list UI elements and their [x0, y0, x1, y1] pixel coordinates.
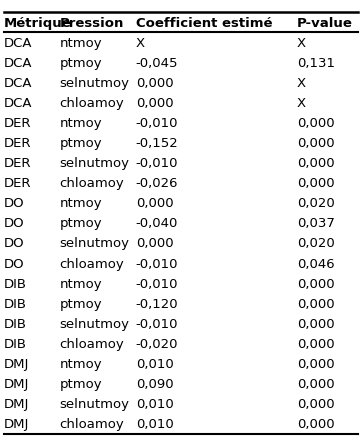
Text: selnutmoy: selnutmoy — [60, 397, 130, 410]
Text: 0,000: 0,000 — [297, 277, 334, 290]
Text: DER: DER — [4, 137, 31, 150]
Text: chloamoy: chloamoy — [60, 417, 125, 430]
Text: DO: DO — [4, 217, 24, 230]
Text: X: X — [297, 77, 306, 90]
Text: ptmoy: ptmoy — [60, 377, 102, 390]
Text: DMJ: DMJ — [4, 377, 29, 390]
Text: 0,000: 0,000 — [297, 157, 334, 170]
Text: -0,010: -0,010 — [136, 117, 178, 130]
Text: 0,000: 0,000 — [297, 117, 334, 130]
Text: DO: DO — [4, 237, 24, 250]
Text: -0,120: -0,120 — [136, 297, 178, 310]
Text: 0,000: 0,000 — [297, 177, 334, 190]
Text: X: X — [297, 37, 306, 49]
Text: 0,046: 0,046 — [297, 257, 334, 270]
Text: DER: DER — [4, 117, 31, 130]
Text: 0,000: 0,000 — [297, 137, 334, 150]
Text: selnutmoy: selnutmoy — [60, 317, 130, 330]
Text: -0,045: -0,045 — [136, 57, 178, 70]
Text: Pression: Pression — [60, 17, 124, 30]
Text: 0,000: 0,000 — [297, 297, 334, 310]
Text: P-value: P-value — [297, 17, 353, 30]
Text: 0,000: 0,000 — [136, 237, 173, 250]
Text: DIB: DIB — [4, 337, 27, 350]
Text: chloamoy: chloamoy — [60, 97, 125, 110]
Text: 0,020: 0,020 — [297, 197, 334, 210]
Text: 0,000: 0,000 — [297, 337, 334, 350]
Text: selnutmoy: selnutmoy — [60, 237, 130, 250]
Text: 0,037: 0,037 — [297, 217, 335, 230]
Text: X: X — [136, 37, 145, 49]
Text: chloamoy: chloamoy — [60, 337, 125, 350]
Text: 0,000: 0,000 — [297, 357, 334, 370]
Text: ntmoy: ntmoy — [60, 117, 102, 130]
Text: DIB: DIB — [4, 297, 27, 310]
Text: -0,010: -0,010 — [136, 317, 178, 330]
Text: 0,010: 0,010 — [136, 417, 173, 430]
Text: DO: DO — [4, 197, 24, 210]
Text: Coefficient estimé: Coefficient estimé — [136, 17, 272, 30]
Text: 0,000: 0,000 — [136, 77, 173, 90]
Text: DIB: DIB — [4, 317, 27, 330]
Text: 0,020: 0,020 — [297, 237, 334, 250]
Text: DMJ: DMJ — [4, 357, 29, 370]
Text: DO: DO — [4, 257, 24, 270]
Text: DCA: DCA — [4, 57, 32, 70]
Text: ptmoy: ptmoy — [60, 57, 102, 70]
Text: 0,000: 0,000 — [297, 397, 334, 410]
Text: ptmoy: ptmoy — [60, 137, 102, 150]
Text: 0,000: 0,000 — [136, 197, 173, 210]
Text: DMJ: DMJ — [4, 417, 29, 430]
Text: -0,026: -0,026 — [136, 177, 178, 190]
Text: ntmoy: ntmoy — [60, 197, 102, 210]
Text: DER: DER — [4, 177, 31, 190]
Text: DCA: DCA — [4, 77, 32, 90]
Text: DCA: DCA — [4, 37, 32, 49]
Text: -0,010: -0,010 — [136, 157, 178, 170]
Text: -0,040: -0,040 — [136, 217, 178, 230]
Text: 0,000: 0,000 — [136, 97, 173, 110]
Text: -0,020: -0,020 — [136, 337, 178, 350]
Text: 0,090: 0,090 — [136, 377, 173, 390]
Text: 0,000: 0,000 — [297, 317, 334, 330]
Text: chloamoy: chloamoy — [60, 257, 125, 270]
Text: DER: DER — [4, 157, 31, 170]
Text: selnutmoy: selnutmoy — [60, 77, 130, 90]
Text: -0,010: -0,010 — [136, 277, 178, 290]
Text: 0,000: 0,000 — [297, 417, 334, 430]
Text: -0,010: -0,010 — [136, 257, 178, 270]
Text: X: X — [297, 97, 306, 110]
Text: ntmoy: ntmoy — [60, 277, 102, 290]
Text: ptmoy: ptmoy — [60, 297, 102, 310]
Text: DCA: DCA — [4, 97, 32, 110]
Text: selnutmoy: selnutmoy — [60, 157, 130, 170]
Text: Métrique: Métrique — [4, 17, 71, 30]
Text: ptmoy: ptmoy — [60, 217, 102, 230]
Text: 0,010: 0,010 — [136, 357, 173, 370]
Text: 0,131: 0,131 — [297, 57, 335, 70]
Text: DMJ: DMJ — [4, 397, 29, 410]
Text: ntmoy: ntmoy — [60, 357, 102, 370]
Text: 0,000: 0,000 — [297, 377, 334, 390]
Text: chloamoy: chloamoy — [60, 177, 125, 190]
Text: ntmoy: ntmoy — [60, 37, 102, 49]
Text: -0,152: -0,152 — [136, 137, 178, 150]
Text: 0,010: 0,010 — [136, 397, 173, 410]
Text: DIB: DIB — [4, 277, 27, 290]
